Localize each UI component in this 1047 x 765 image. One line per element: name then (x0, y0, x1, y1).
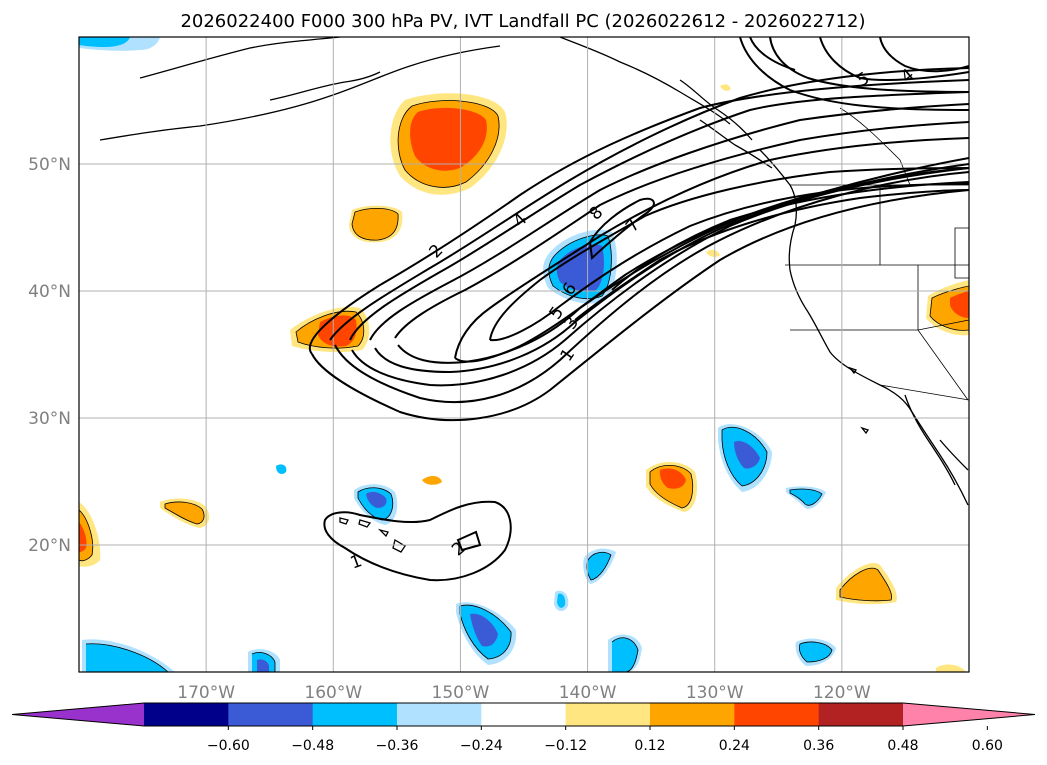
colorbar-tick-label: −0.12 (544, 738, 587, 754)
ivt-contours (308, 37, 969, 582)
colorbar-tick-label: 0.60 (972, 738, 1003, 754)
colorbar-segment (565, 703, 651, 726)
pv-negative-blob (587, 552, 611, 580)
pv-negative-blob (470, 613, 498, 647)
colorbar-tick-label: 0.48 (887, 738, 918, 754)
pv-positive-blob (936, 664, 966, 672)
longitude-tick-label: 120°W (813, 683, 871, 703)
latitude-tick-label: 20°N (28, 536, 71, 556)
pv-positive-blob (659, 468, 686, 489)
map-frame (78, 36, 970, 673)
colorbar-segment (228, 703, 314, 726)
latitude-tick-label: 30°N (28, 409, 71, 429)
pv-positive-blob (840, 568, 892, 601)
colorbar-segment (397, 703, 482, 726)
gridlines (79, 37, 969, 672)
latitude-labels: 50°N 40°N 30°N 20°N (28, 155, 71, 556)
pv-negative-blob (799, 642, 832, 662)
pv-negative-blob (612, 637, 638, 672)
colorbar-tick-label: 0.36 (803, 738, 834, 754)
colorbar-extend-high (903, 703, 1035, 726)
colorbar-extend-low (12, 703, 144, 726)
colorbar-segment (734, 703, 820, 726)
longitude-tick-label: 150°W (432, 683, 490, 703)
pv-negative-blob (79, 37, 130, 47)
colorbar-segment (818, 703, 904, 726)
pv-positive-blob (165, 501, 205, 524)
map-area: 1 2 3 4 5 6 7 8 1 2 4 5 (79, 37, 969, 672)
pv-negative-blob (276, 464, 287, 474)
pv-negative-blob (734, 440, 760, 469)
colorbar-segment (144, 703, 229, 726)
pv-positive-blob (422, 476, 442, 485)
pv-positive-blob (410, 107, 487, 171)
latitude-tick-label: 40°N (28, 282, 71, 302)
pv-positive-blob (706, 249, 720, 257)
longitude-tick-label: 140°W (559, 683, 617, 703)
map-title: 2026022400 F000 300 hPa PV, IVT Landfall… (180, 11, 865, 32)
pv-negative-blob (257, 659, 269, 672)
colorbar-tick-label: −0.36 (376, 738, 419, 754)
colorbar-tick-label: −0.60 (207, 738, 250, 754)
colorbar-segment (312, 703, 398, 726)
colorbar: −0.60 −0.48 −0.36 −0.24 −0.12 0.12 0.24 0.36 0.4… (11, 702, 1036, 754)
colorbar-tick-label: −0.24 (460, 738, 503, 754)
pv-negative-blob (790, 489, 822, 506)
colorbar-tick-label: 0.24 (719, 738, 750, 754)
colorbar-outline (11, 702, 1036, 727)
pv-negative-blob (366, 491, 387, 508)
pv-negative-blob (86, 643, 168, 672)
pv-positive-blob (950, 291, 969, 318)
longitude-tick-label: 130°W (686, 683, 744, 703)
pv-negative-blob (557, 593, 566, 608)
pv-positive-blob (352, 208, 399, 241)
colorbar-tick-label: 0.12 (634, 738, 665, 754)
colorbar-segment (650, 703, 735, 726)
latitude-tick-label: 50°N (28, 155, 71, 175)
longitude-labels: 170°W 160°W 150°W 140°W 130°W 120°W (177, 683, 871, 703)
longitude-tick-label: 160°W (304, 683, 362, 703)
pv-outlines (79, 100, 969, 672)
pv-positive-blob (720, 84, 731, 91)
colorbar-tick-label: −0.48 (291, 738, 334, 754)
longitude-tick-label: 170°W (177, 683, 235, 703)
colorbar-segment (481, 703, 567, 726)
